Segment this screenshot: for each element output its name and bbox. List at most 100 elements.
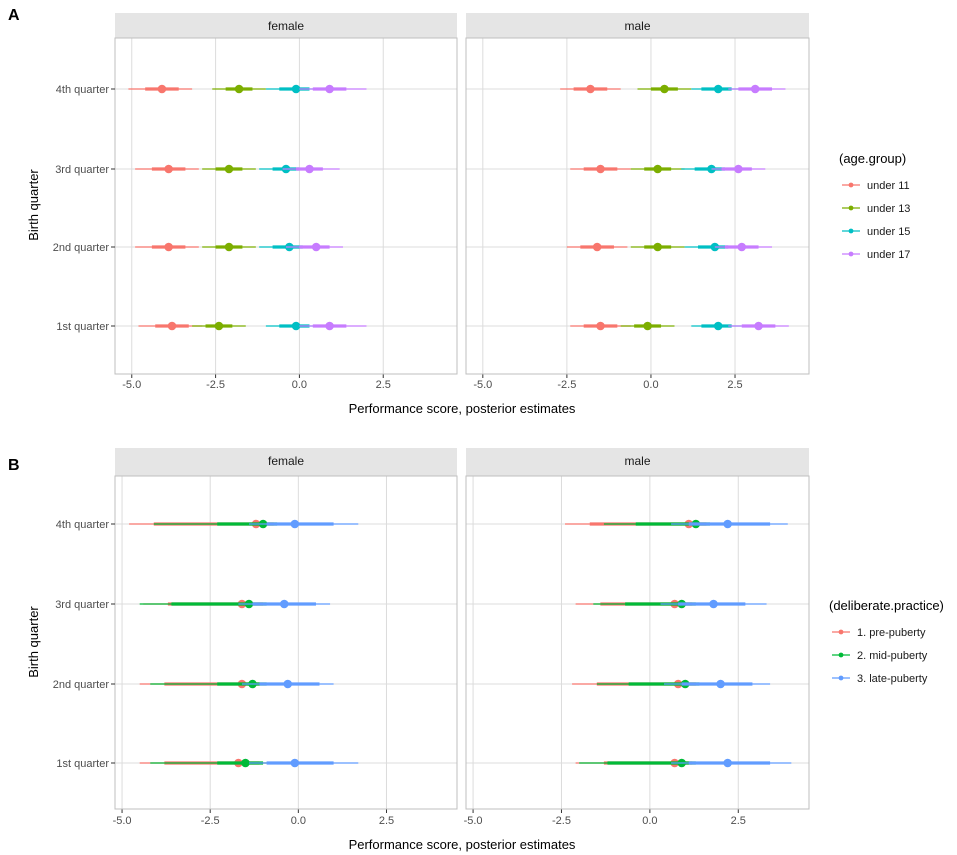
point-median-under-17 xyxy=(325,84,334,94)
panel-border xyxy=(114,37,458,375)
point-median-under-13 xyxy=(653,164,662,174)
x-tick-label: -5.0 xyxy=(113,815,132,827)
legend-key-point xyxy=(838,675,844,681)
legend-label: 1. pre-puberty xyxy=(857,627,926,639)
point-median-under-15 xyxy=(291,84,301,94)
plot-background xyxy=(115,476,457,809)
point-median-under-13 xyxy=(214,321,224,331)
point-median-3-late-puberty xyxy=(723,758,732,768)
x-tick-label: -5.0 xyxy=(464,815,483,827)
y-tick-label: 1st quarter xyxy=(56,758,109,770)
facet-strip xyxy=(115,448,457,476)
point-median-under-17 xyxy=(311,242,321,252)
point-median-under-11 xyxy=(596,321,605,331)
x-tick-label: 0.0 xyxy=(643,379,658,391)
x-tick-label: 2.5 xyxy=(727,379,742,391)
y-tick-label: 2nd quarter xyxy=(53,242,110,254)
facet-label-male: male xyxy=(624,19,650,33)
legend-label: under 17 xyxy=(867,249,910,261)
plot-background xyxy=(466,476,809,809)
legend-key-point xyxy=(838,652,844,658)
point-median-under-15 xyxy=(713,84,723,94)
point-median-3-late-puberty xyxy=(290,519,300,529)
panel-letter: A xyxy=(8,7,20,24)
facet-label-female: female xyxy=(268,454,304,468)
x-tick-label: -5.0 xyxy=(122,379,141,391)
facet-strip xyxy=(115,13,457,38)
facet-label-male: male xyxy=(624,454,650,468)
point-median-under-17 xyxy=(737,242,747,252)
point-median-3-late-puberty xyxy=(279,599,289,609)
legend-key-point xyxy=(848,182,854,188)
y-tick-label: 4th quarter xyxy=(56,84,110,96)
legend-key-point xyxy=(848,205,854,211)
y-axis-title: Birth quarter xyxy=(26,169,41,241)
x-tick-label: 0.0 xyxy=(642,815,657,827)
point-median-under-13 xyxy=(660,84,669,94)
y-tick-label: 4th quarter xyxy=(56,519,110,531)
panel-border xyxy=(465,475,810,810)
legend-label: under 11 xyxy=(867,180,910,192)
point-median-under-15 xyxy=(713,321,723,331)
x-axis-title: Performance score, posterior estimates xyxy=(349,837,576,852)
point-median-under-17 xyxy=(754,321,763,331)
point-median-under-11 xyxy=(592,242,602,252)
y-tick-label: 3rd quarter xyxy=(55,164,109,176)
y-tick-label: 3rd quarter xyxy=(55,599,109,611)
panel-border xyxy=(114,475,458,810)
facet-strip xyxy=(466,448,809,476)
legend-label: 2. mid-puberty xyxy=(857,650,928,662)
facet-label-female: female xyxy=(268,19,304,33)
point-median-under-17 xyxy=(750,84,760,94)
legend-key-point xyxy=(848,228,854,234)
legend-key-point xyxy=(838,629,844,635)
x-tick-label: -5.0 xyxy=(473,379,492,391)
x-tick-label: 2.5 xyxy=(376,379,391,391)
point-median-3-late-puberty xyxy=(709,599,718,609)
y-tick-label: 2nd quarter xyxy=(53,679,110,691)
legend-title: (age.group) xyxy=(839,151,906,166)
plot-background xyxy=(466,38,809,374)
point-median-2-mid-puberty xyxy=(241,758,250,768)
point-median-3-late-puberty xyxy=(290,758,300,768)
x-tick-label: 0.0 xyxy=(291,815,306,827)
point-median-under-13 xyxy=(234,84,244,94)
x-tick-label: -2.5 xyxy=(201,815,220,827)
x-tick-label: -2.5 xyxy=(557,379,576,391)
panel-letter: B xyxy=(8,457,20,474)
point-median-under-13 xyxy=(653,242,662,252)
x-tick-label: -2.5 xyxy=(552,815,571,827)
legend-label: 3. late-puberty xyxy=(857,673,928,685)
x-tick-label: 2.5 xyxy=(379,815,394,827)
point-median-3-late-puberty xyxy=(283,679,293,689)
point-median-3-late-puberty xyxy=(723,519,732,529)
point-median-under-11 xyxy=(164,164,173,174)
point-median-3-late-puberty xyxy=(716,679,725,689)
y-tick-label: 1st quarter xyxy=(56,321,109,333)
x-tick-label: 2.5 xyxy=(731,815,746,827)
point-median-under-11 xyxy=(596,164,605,174)
point-median-under-11 xyxy=(157,84,167,94)
y-axis-title: Birth quarter xyxy=(26,606,41,678)
point-median-under-13 xyxy=(224,164,234,174)
point-median-under-17 xyxy=(325,321,334,331)
legend-label: under 13 xyxy=(867,203,910,215)
point-median-under-11 xyxy=(167,321,177,331)
point-median-under-17 xyxy=(305,164,314,174)
legend-title: (deliberate.practice) xyxy=(829,598,944,613)
point-median-under-11 xyxy=(164,242,173,252)
point-median-under-15 xyxy=(291,321,301,331)
legend-label: under 15 xyxy=(867,226,910,238)
point-median-under-17 xyxy=(734,164,743,174)
legend-key-point xyxy=(848,251,854,257)
point-median-under-13 xyxy=(643,321,652,331)
point-median-under-13 xyxy=(224,242,234,252)
x-tick-label: 0.0 xyxy=(292,379,307,391)
point-median-under-11 xyxy=(586,84,595,94)
panel-border xyxy=(465,37,810,375)
x-tick-label: -2.5 xyxy=(206,379,225,391)
plot-background xyxy=(115,38,457,374)
